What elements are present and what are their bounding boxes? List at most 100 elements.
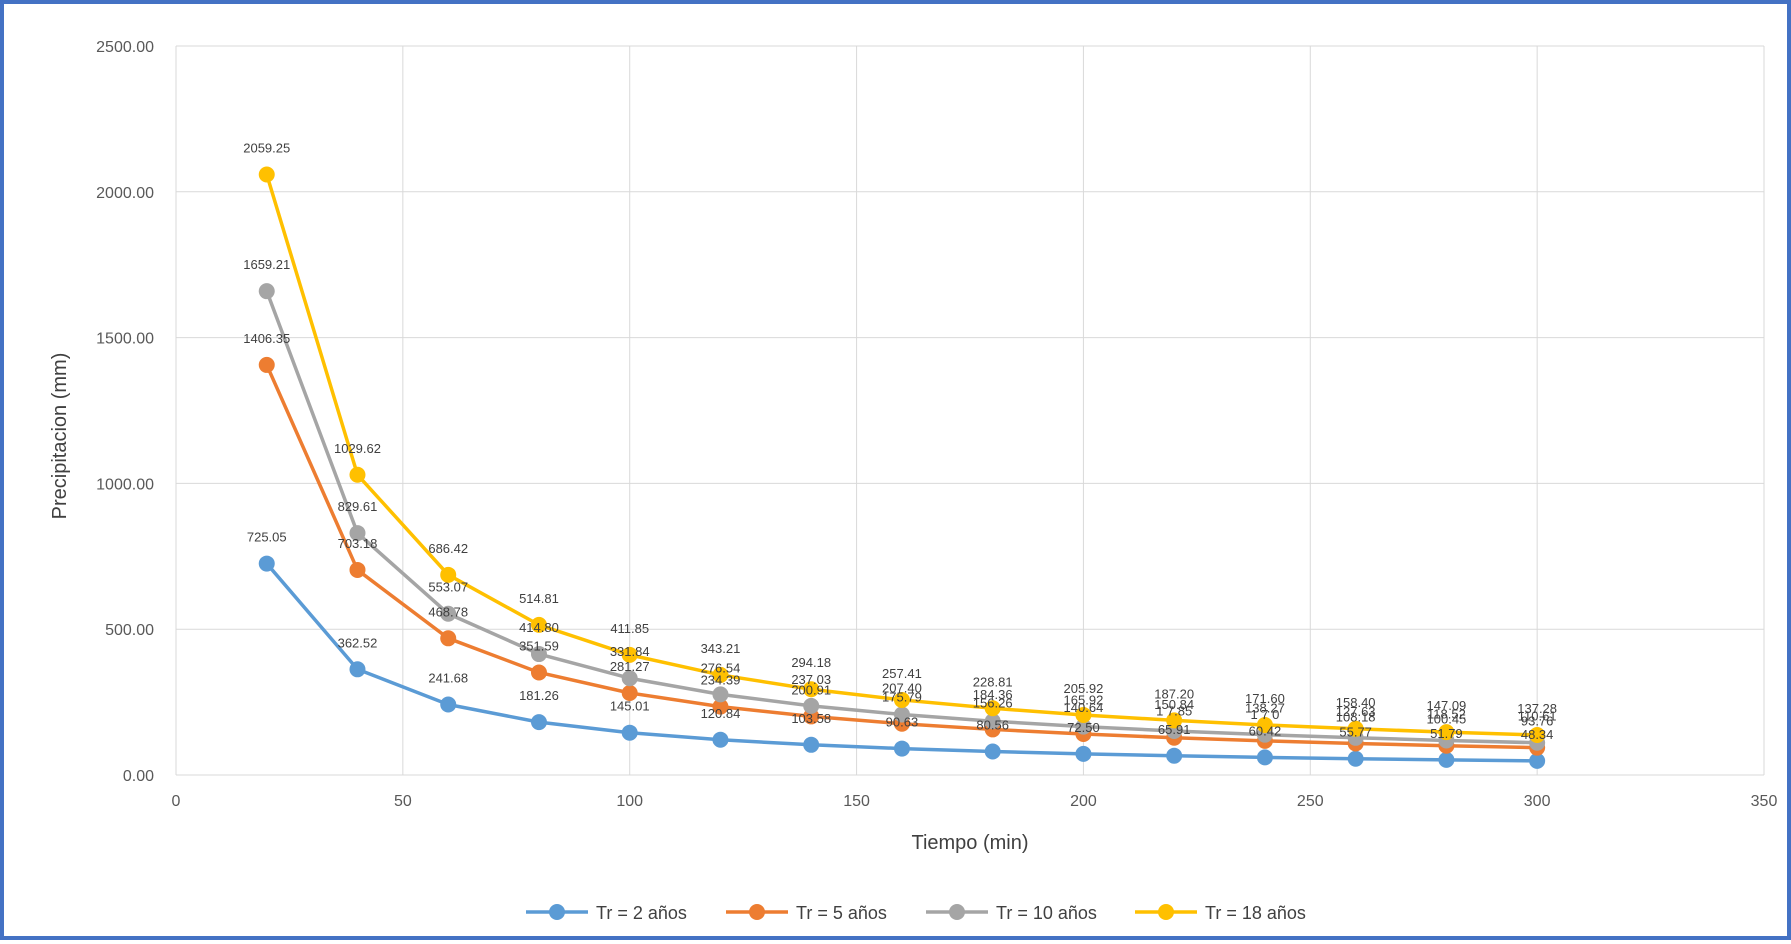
gridlines bbox=[175, 45, 1765, 776]
data-label: 145.01 bbox=[610, 699, 650, 714]
data-label: 281.27 bbox=[610, 659, 650, 674]
legend-marker bbox=[549, 904, 565, 920]
data-point bbox=[621, 646, 638, 663]
data-point bbox=[440, 630, 457, 647]
x-tick-label: 0 bbox=[172, 793, 181, 810]
data-point bbox=[621, 684, 638, 701]
data-point bbox=[1256, 749, 1273, 766]
data-label: 90.63 bbox=[886, 715, 919, 730]
data-point bbox=[1256, 716, 1273, 733]
data-label: 411.85 bbox=[610, 621, 649, 636]
data-point bbox=[893, 691, 910, 708]
data-label: 362.52 bbox=[338, 635, 378, 650]
legend-label: Tr = 2 años bbox=[596, 903, 687, 923]
data-point bbox=[1166, 712, 1183, 729]
data-point bbox=[440, 605, 457, 622]
data-point bbox=[621, 724, 638, 741]
legend-label: Tr = 10 años bbox=[996, 903, 1097, 923]
data-point bbox=[1075, 745, 1092, 762]
data-label: 829.61 bbox=[338, 499, 378, 514]
data-label: 138.27 bbox=[1245, 701, 1285, 716]
legend-label: Tr = 18 años bbox=[1205, 903, 1306, 923]
y-tick-label: 1000.00 bbox=[96, 476, 154, 493]
data-label: 725.05 bbox=[247, 530, 287, 545]
data-label: 294.18 bbox=[791, 655, 831, 670]
data-label: 120.84 bbox=[701, 706, 741, 721]
data-label: 468.78 bbox=[428, 604, 468, 619]
data-point bbox=[440, 696, 457, 713]
data-point bbox=[349, 661, 366, 678]
data-point bbox=[1438, 751, 1455, 768]
data-point bbox=[1075, 718, 1092, 735]
data-label: 1406.35 bbox=[243, 331, 290, 346]
data-point bbox=[893, 706, 910, 723]
data-label: 103.58 bbox=[791, 711, 831, 726]
legend-marker bbox=[749, 904, 765, 920]
data-point bbox=[530, 646, 547, 663]
data-label: 150.84 bbox=[1154, 697, 1194, 712]
data-point bbox=[1075, 706, 1092, 723]
x-tick-label: 150 bbox=[843, 793, 870, 810]
data-point bbox=[349, 561, 366, 578]
data-point bbox=[893, 740, 910, 757]
data-point bbox=[349, 525, 366, 542]
data-point bbox=[712, 686, 729, 703]
data-label: 110.61 bbox=[1518, 709, 1557, 724]
data-label: 1029.62 bbox=[334, 441, 381, 456]
data-label: 237.03 bbox=[791, 672, 831, 687]
x-axis-title: Tiempo (min) bbox=[911, 832, 1028, 854]
data-label: 165.92 bbox=[1064, 693, 1104, 708]
data-label: 241.68 bbox=[428, 671, 468, 686]
data-label: 1 7 0 bbox=[1250, 707, 1279, 722]
legend-marker bbox=[1158, 904, 1174, 920]
data-label: 207.40 bbox=[882, 681, 922, 696]
data-label: 181.26 bbox=[519, 688, 559, 703]
x-tick-label: 250 bbox=[1297, 793, 1324, 810]
data-point bbox=[530, 664, 547, 681]
data-point bbox=[712, 666, 729, 683]
data-label: 184.36 bbox=[973, 687, 1013, 702]
data-point bbox=[530, 714, 547, 731]
data-label: 414.80 bbox=[519, 620, 559, 635]
data-label: 175.79 bbox=[882, 690, 922, 705]
data-label: 108.18 bbox=[1336, 709, 1376, 724]
legend-marker bbox=[949, 904, 965, 920]
data-label: 553.07 bbox=[428, 580, 468, 595]
data-label: 147.09 bbox=[1427, 698, 1467, 713]
series-lines bbox=[258, 166, 1546, 769]
data-label: 48.34 bbox=[1521, 727, 1554, 742]
data-label: 228.81 bbox=[973, 674, 1013, 689]
data-point bbox=[440, 566, 457, 583]
data-label: 55.77 bbox=[1339, 725, 1372, 740]
data-label: 205.92 bbox=[1064, 681, 1104, 696]
data-point bbox=[984, 700, 1001, 717]
data-point bbox=[1166, 747, 1183, 764]
y-axis-title: Precipitacion (mm) bbox=[49, 353, 71, 520]
data-point bbox=[984, 713, 1001, 730]
y-tick-label: 2500.00 bbox=[96, 39, 154, 56]
data-point bbox=[258, 283, 275, 300]
data-label: 60.42 bbox=[1249, 723, 1282, 738]
data-label: 187.20 bbox=[1154, 686, 1194, 701]
data-label: 100.45 bbox=[1427, 712, 1467, 727]
y-tick-label: 2000.00 bbox=[96, 185, 154, 202]
data-labels: 725.05 362.52 241.68 181.26 145.01 120.84 103.… bbox=[243, 141, 1557, 742]
legend: Tr = 2 años Tr = 5 años Tr = 10 años Tr = 1… bbox=[526, 903, 1306, 923]
data-point bbox=[984, 743, 1001, 760]
x-tick-label: 50 bbox=[394, 793, 412, 810]
data-label: 514.81 bbox=[519, 591, 559, 606]
data-point bbox=[803, 736, 820, 753]
data-label: 703.18 bbox=[338, 536, 378, 551]
data-label: 118.52 bbox=[1427, 706, 1466, 721]
data-label: 686.42 bbox=[428, 541, 468, 556]
x-tick-label: 100 bbox=[616, 793, 643, 810]
data-point bbox=[1347, 750, 1364, 767]
data-label: 80.56 bbox=[976, 718, 1009, 733]
data-point bbox=[1347, 720, 1364, 737]
data-point bbox=[349, 466, 366, 483]
data-label: 257.41 bbox=[882, 666, 922, 681]
data-label: 2059.25 bbox=[243, 141, 290, 156]
data-point bbox=[258, 166, 275, 183]
data-label: 51.79 bbox=[1430, 726, 1463, 741]
data-point bbox=[803, 697, 820, 714]
